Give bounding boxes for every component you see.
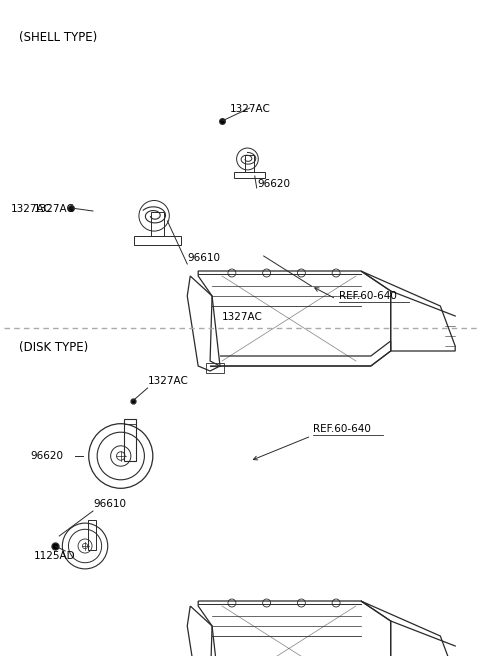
Text: 96610: 96610 [93,499,126,509]
Text: 1327AC: 1327AC [11,204,51,214]
Text: 1327AC: 1327AC [34,204,74,214]
Bar [134,236,181,245]
Text: REF.60-640: REF.60-640 [313,424,371,434]
Text: 1327AC: 1327AC [221,312,262,322]
Text: 96620: 96620 [258,179,291,189]
Bar [88,520,96,550]
Text: (SHELL TYPE): (SHELL TYPE) [19,31,97,44]
Bar [151,213,164,236]
Text: 96610: 96610 [187,253,220,263]
Text: REF.60-640: REF.60-640 [339,291,397,301]
Bar [234,173,265,178]
Text: 1125AD: 1125AD [34,551,75,561]
Bar [124,419,136,461]
Text: (DISK TYPE): (DISK TYPE) [19,341,88,354]
Text: 96620: 96620 [30,451,63,461]
Text: 1327AC: 1327AC [229,104,270,114]
Text: 1327AC: 1327AC [147,376,189,386]
Bar [245,155,254,173]
Bar [206,363,224,373]
